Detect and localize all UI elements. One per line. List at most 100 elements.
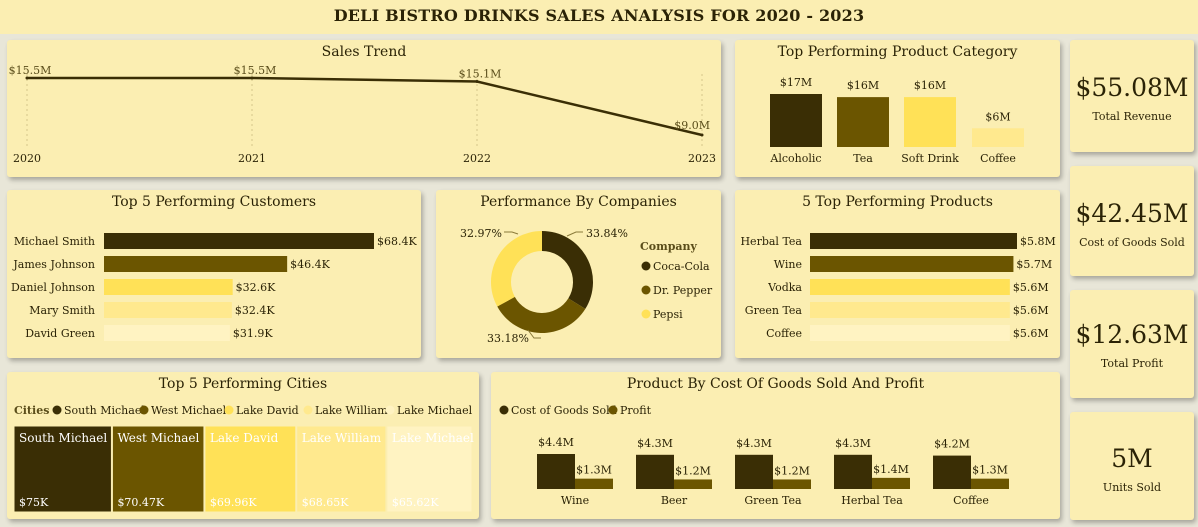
- bar-value-label: $4.2M: [934, 438, 970, 451]
- kpi-cost-of-goods[interactable]: $42.45M Cost of Goods Sold: [1070, 166, 1194, 276]
- top-cities-title: Top 5 Performing Cities: [158, 376, 328, 392]
- top-customers-title: Top 5 Performing Customers: [111, 194, 317, 210]
- dashboard-title: DELI BISTRO DRINKS SALES ANALYSIS FOR 20…: [0, 0, 1198, 34]
- top-products-chart: Herbal Tea $5.8M Wine $5.7M Vodka $5.6M Green …: [740, 233, 1056, 341]
- leader-line: [504, 231, 519, 235]
- city-label: Lake David: [210, 431, 279, 445]
- bar: [810, 256, 1014, 272]
- legend-label: Cost of Goods Sold: [511, 404, 617, 417]
- bar-category-label: Coffee: [766, 327, 802, 340]
- kpi-value: $42.45M: [1075, 199, 1189, 228]
- companies-card[interactable]: Performance By Companies 33.84% 33.18% 32.…: [436, 190, 721, 358]
- category-label: Soft Drink: [901, 152, 959, 165]
- data-label: $15.5M: [9, 64, 52, 77]
- category-label: Tea: [853, 152, 873, 165]
- bar-value-label: $1.3M: [576, 464, 612, 477]
- data-point: [475, 80, 479, 84]
- kpi-label: Units Sold: [1102, 481, 1162, 494]
- legend-label: West Michael: [151, 404, 227, 417]
- category-value-label: $6M: [985, 110, 1010, 123]
- legend-label: Dr. Pepper: [653, 284, 713, 297]
- category-value-label: $16M: [914, 79, 946, 92]
- bar-value-label: $5.8M: [1020, 235, 1056, 248]
- sales-trend-line: [27, 76, 703, 137]
- sales-trend-card[interactable]: Sales Trend 2020 2021 2022 2023 $15.5M $15.5M…: [7, 40, 721, 177]
- kpi-total-profit[interactable]: $12.63M Total Profit: [1070, 290, 1194, 398]
- bar: [810, 233, 1017, 249]
- legend-label: Profit: [620, 404, 652, 417]
- profit-bar: [971, 478, 1009, 489]
- city-block: [13, 425, 112, 513]
- city-value-label: $68.65K: [302, 496, 349, 509]
- bar: [104, 302, 232, 318]
- kpi-units-sold[interactable]: 5M Units Sold: [1070, 412, 1194, 520]
- city-label: Lake Michael: [392, 431, 474, 445]
- city-label: Lake William: [302, 431, 382, 445]
- legend-swatch: [641, 261, 651, 271]
- profit-bar: [872, 477, 910, 489]
- cogs-profit-card[interactable]: Product By Cost Of Goods Sold And Profit…: [491, 372, 1060, 519]
- bar-category-label: David Green: [25, 327, 95, 340]
- city-value-label: $69.96K: [210, 496, 257, 509]
- companies-chart: 33.84% 33.18% 32.97% Company Coca-Cola Dr. Pe…: [460, 227, 713, 345]
- category-bar: [972, 128, 1024, 147]
- bar-value-label: $5.7M: [1016, 258, 1052, 271]
- data-label: $15.1M: [459, 68, 502, 81]
- data-point: [250, 76, 254, 80]
- legend-label: Lake Michael: [397, 404, 473, 417]
- kpi-total-revenue[interactable]: $55.08M Total Revenue: [1070, 40, 1194, 152]
- bar: [104, 279, 233, 295]
- donut-slice: [491, 231, 542, 307]
- cogs-bar: [933, 455, 971, 489]
- companies-title: Performance By Companies: [480, 194, 677, 210]
- profit-bar: [773, 479, 811, 489]
- top-products-card[interactable]: 5 Top Performing Products Herbal Tea $5.8…: [735, 190, 1060, 358]
- bar-value-label: $1.2M: [774, 464, 810, 477]
- legend-swatch: [303, 405, 313, 415]
- cogs-bar: [735, 454, 773, 489]
- x-tick-label: 2021: [238, 152, 266, 165]
- legend-swatch: [139, 405, 149, 415]
- city-value-label: $75K: [19, 496, 49, 509]
- legend-label: Coca-Cola: [653, 260, 710, 273]
- slice-label: 33.84%: [586, 227, 628, 240]
- top-cities-chart: Cities South Michael West Michael Lake Davi…: [13, 404, 474, 513]
- donut-slice: [542, 231, 593, 309]
- top-category-card[interactable]: Top Performing Product Category $17M Alco…: [735, 40, 1060, 177]
- kpi-value: 5M: [1111, 444, 1153, 473]
- bar-category-label: Wine: [774, 258, 802, 271]
- category-bar: [837, 97, 889, 147]
- x-tick-label: 2022: [463, 152, 491, 165]
- bar-value-label: $5.6M: [1013, 327, 1049, 340]
- city-block: [204, 425, 297, 513]
- bar-value-label: $32.6K: [236, 281, 276, 294]
- legend-swatch: [224, 405, 234, 415]
- bar: [810, 279, 1010, 295]
- top-category-chart: $17M Alcoholic $16M Tea $16M Soft Drink $6M Cof…: [769, 76, 1024, 165]
- legend-swatch: [608, 405, 618, 415]
- category-label: Herbal Tea: [841, 494, 903, 507]
- legend-label: South Michael: [64, 404, 145, 417]
- top-customers-card[interactable]: Top 5 Performing Customers Michael Smith…: [7, 190, 421, 358]
- legend-title: Company: [640, 240, 698, 253]
- cogs-bar: [834, 454, 872, 489]
- category-label: Coffee: [980, 152, 1016, 165]
- top-cities-card[interactable]: Top 5 Performing Cities Cities South Mich…: [7, 372, 479, 519]
- bar-value-label: $68.4K: [377, 235, 417, 248]
- bar: [810, 325, 1010, 341]
- cogs-bar: [636, 454, 674, 489]
- category-label: Alcoholic: [769, 152, 821, 165]
- bar: [104, 233, 374, 249]
- bar-category-label: Michael Smith: [14, 235, 95, 248]
- data-point: [700, 133, 704, 137]
- city-value-label: $70.47K: [117, 496, 164, 509]
- cogs-profit-chart: Cost of Goods Sold Profit $4.4M $1.3M Wine $4…: [499, 404, 1009, 507]
- top-customers-chart: Michael Smith $68.4K James Johnson $46.4K Da…: [11, 233, 417, 341]
- bar-value-label: $1.4M: [873, 463, 909, 476]
- bar-value-label: $4.4M: [538, 436, 574, 449]
- category-label: Beer: [661, 494, 688, 507]
- bar-value-label: $1.3M: [972, 464, 1008, 477]
- legend-swatch: [52, 405, 62, 415]
- bar-category-label: Daniel Johnson: [11, 281, 95, 294]
- city-label: South Michael: [19, 431, 107, 445]
